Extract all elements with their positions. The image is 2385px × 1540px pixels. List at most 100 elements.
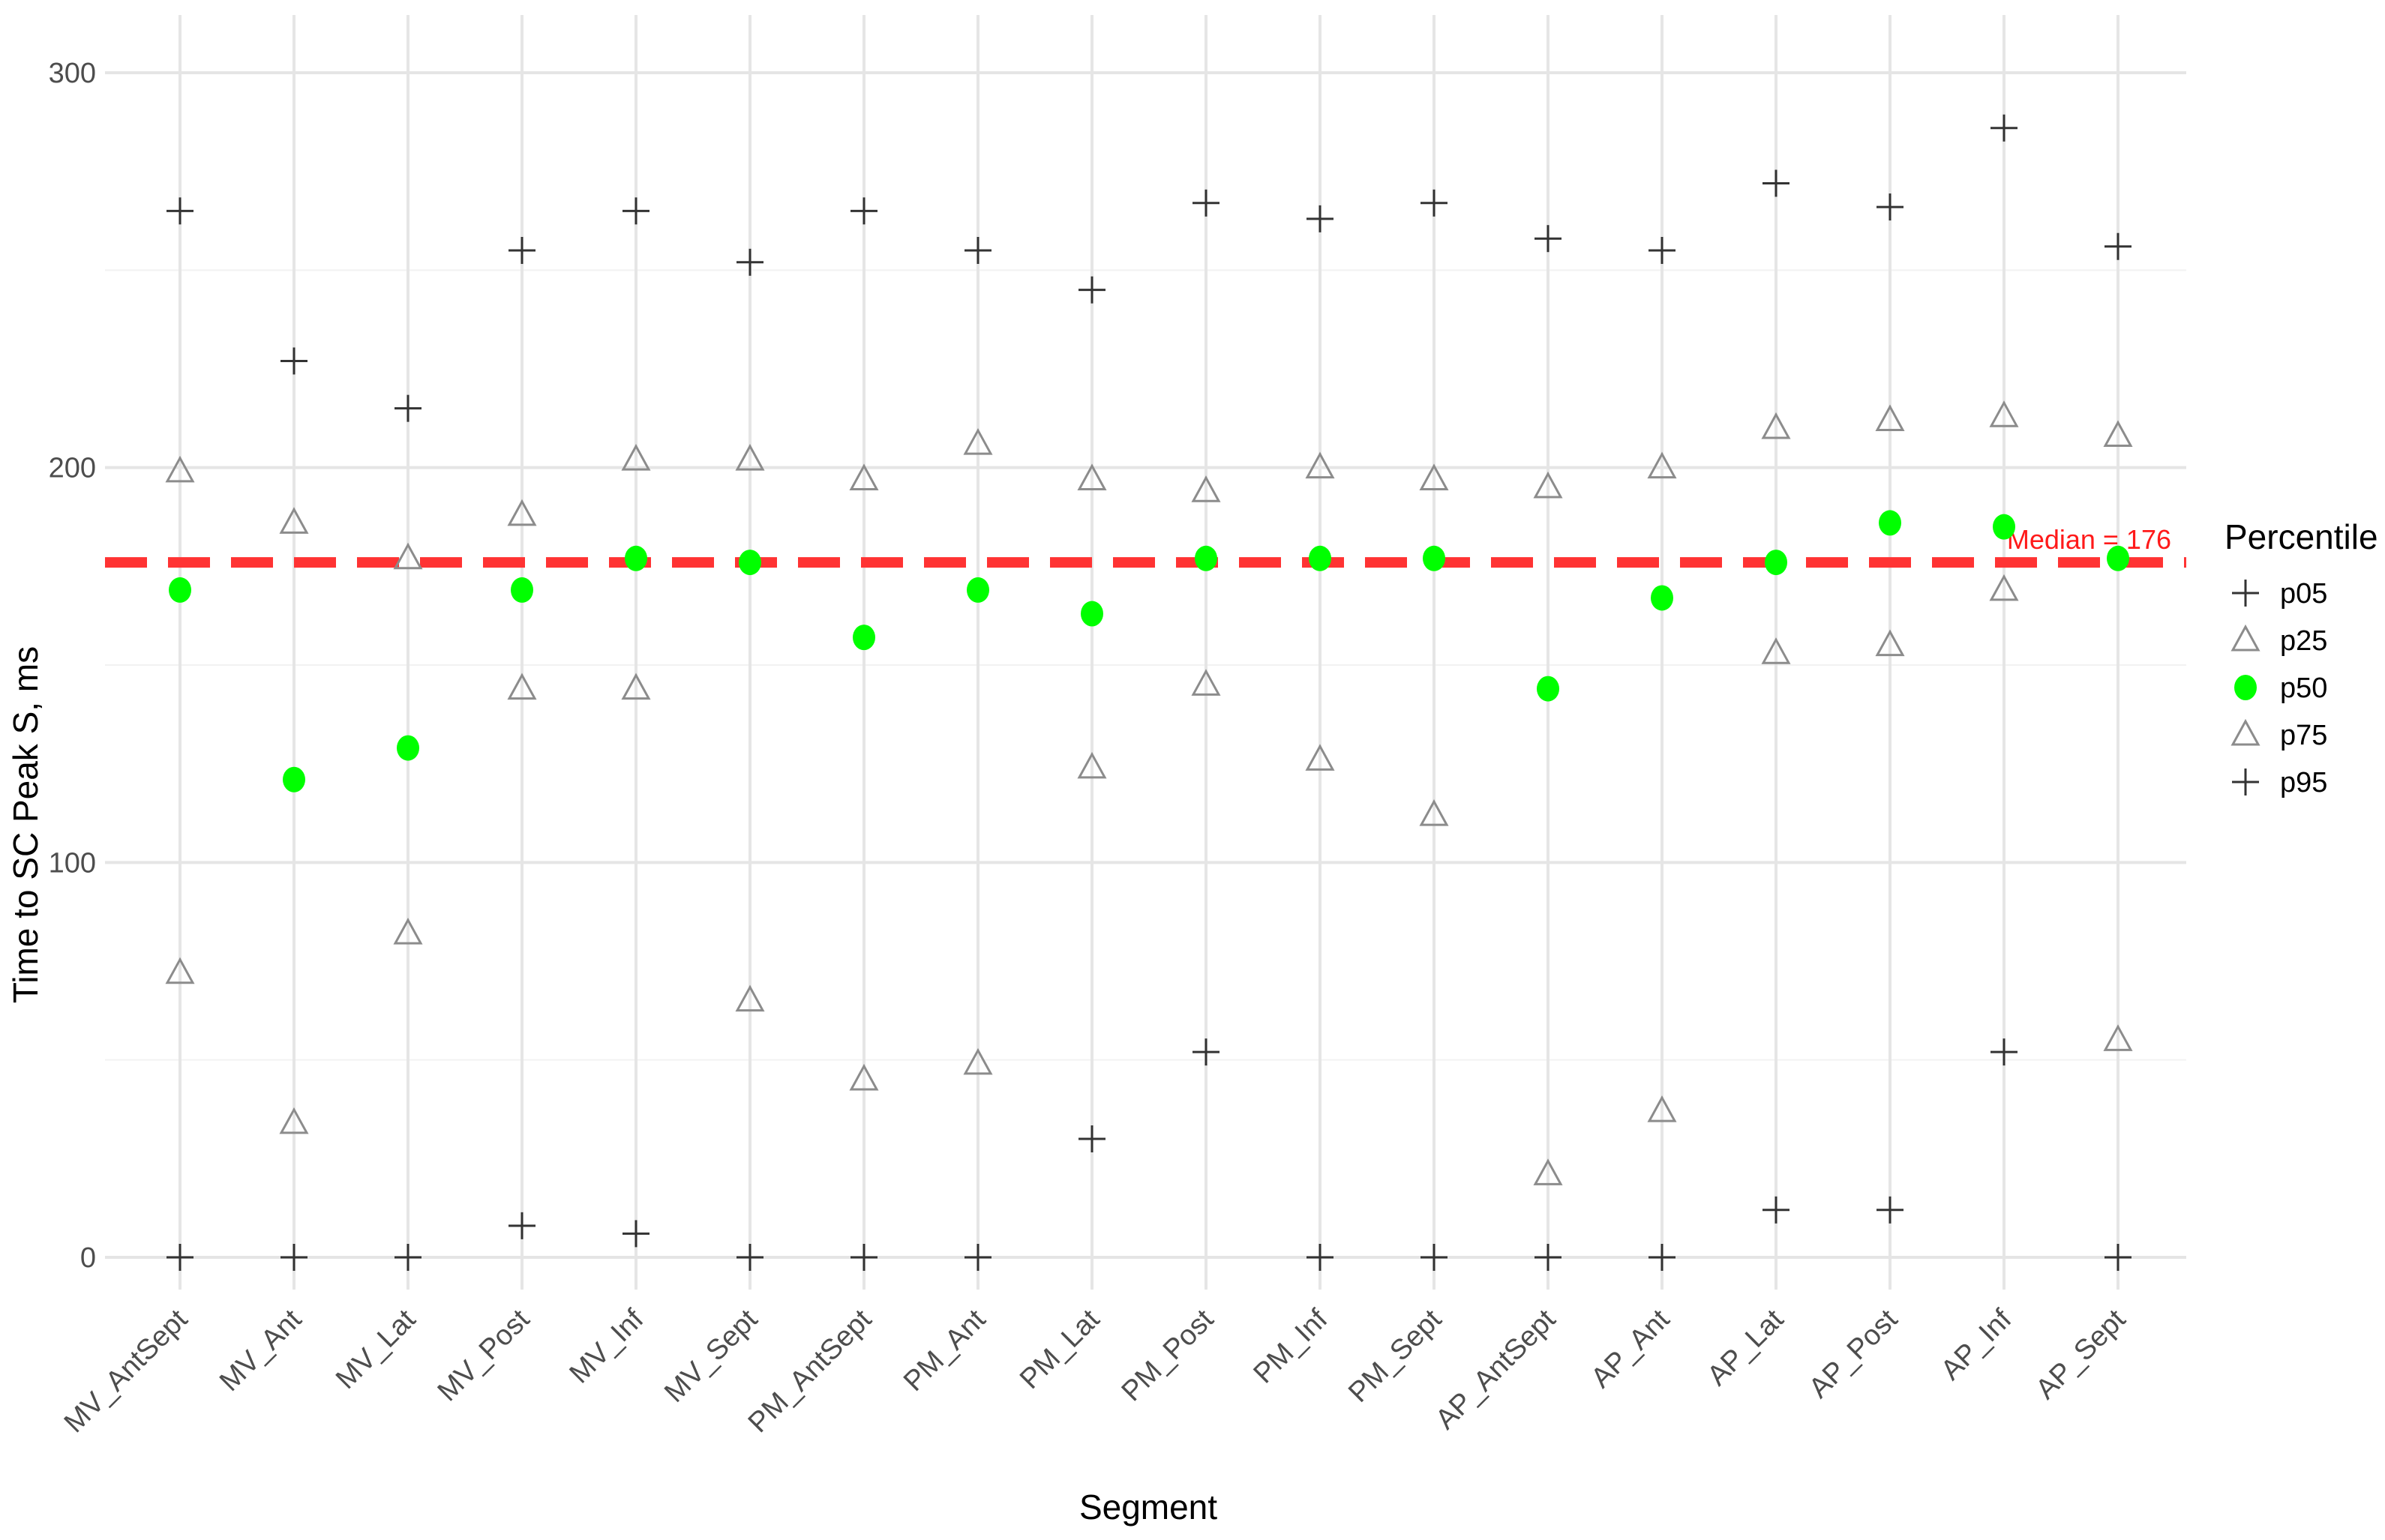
x-tick-label: PM_Post — [1116, 1303, 1220, 1407]
point-p75 — [1647, 451, 1677, 479]
point-p50 — [1879, 510, 1901, 536]
point-p05 — [280, 1244, 308, 1271]
point-p50 — [1765, 550, 1787, 576]
point-p75 — [1761, 412, 1791, 439]
point-p95 — [508, 237, 536, 264]
point-p05 — [2104, 1244, 2132, 1271]
x-tick-label: AP_Post — [1803, 1303, 1904, 1404]
legend-label-p50: p50 — [2280, 673, 2327, 704]
x-tick-label: AP_Sept — [2030, 1303, 2132, 1405]
x-axis-title: Segment — [1079, 1488, 1217, 1527]
point-p05 — [1420, 1244, 1448, 1271]
point-p50 — [169, 577, 191, 603]
point-p05 — [508, 1212, 536, 1239]
point-p75 — [621, 444, 651, 471]
point-p05 — [1762, 1196, 1790, 1224]
point-p95 — [394, 394, 422, 422]
point-p50 — [1423, 545, 1445, 571]
point-p95 — [1192, 189, 1220, 217]
data-points — [165, 114, 2133, 1271]
point-p95 — [850, 197, 878, 225]
point-p75 — [2103, 420, 2133, 448]
point-p95 — [1534, 225, 1562, 253]
point-p75 — [1533, 471, 1563, 499]
median-reference: Median = 176 — [105, 524, 2186, 568]
legend-key-p25 — [2230, 624, 2260, 652]
point-p95 — [622, 197, 650, 225]
point-p50 — [1537, 676, 1559, 702]
point-p05 — [1306, 1244, 1334, 1271]
point-p25 — [279, 1107, 309, 1134]
series-p05 — [166, 1038, 2132, 1271]
point-p75 — [963, 427, 993, 455]
x-tick-label: MV_AntSept — [58, 1303, 194, 1439]
x-tick-label: PM_Inf — [1248, 1303, 1334, 1389]
point-p75 — [165, 455, 195, 483]
point-p95 — [166, 197, 194, 225]
point-p95 — [280, 347, 308, 375]
point-p25 — [165, 957, 195, 984]
point-p05 — [1078, 1125, 1106, 1152]
point-p50 — [1651, 585, 1673, 611]
point-p95 — [964, 237, 992, 264]
point-p25 — [621, 673, 651, 700]
point-p05 — [1990, 1038, 2018, 1066]
y-tick-label: 100 — [49, 847, 96, 879]
point-p50 — [1309, 545, 1331, 571]
point-p50 — [283, 766, 305, 792]
point-p95 — [1420, 189, 1448, 217]
point-p75 — [1077, 463, 1107, 490]
point-p25 — [1533, 1158, 1563, 1185]
point-p25 — [1761, 637, 1791, 664]
point-p50 — [511, 577, 533, 603]
point-p75 — [507, 499, 537, 526]
x-tick-label: MV_Sept — [658, 1303, 764, 1409]
point-p50 — [397, 735, 419, 761]
point-p50 — [1081, 601, 1103, 627]
x-tick-label: PM_Ant — [898, 1303, 992, 1398]
grid-lines — [105, 15, 2186, 1290]
y-tick-label: 300 — [49, 58, 96, 89]
x-tick-label: AP_Inf — [1935, 1303, 2018, 1386]
legend-key-p95 — [2232, 769, 2259, 795]
y-tick-label: 200 — [49, 453, 96, 484]
point-p75 — [393, 542, 423, 570]
point-p05 — [1876, 1196, 1904, 1224]
legend-label-p05: p05 — [2280, 578, 2327, 610]
median-label: Median = 176 — [2007, 524, 2171, 555]
point-p95 — [736, 248, 764, 276]
series-p50 — [169, 510, 2129, 792]
point-p25 — [963, 1047, 993, 1075]
point-p75 — [1419, 463, 1449, 490]
point-p75 — [279, 507, 309, 534]
y-axis-ticks: 0 100 200 300 — [49, 58, 96, 1274]
x-tick-label: MV_Lat — [330, 1303, 422, 1395]
point-p50 — [625, 545, 647, 571]
point-p75 — [1305, 451, 1335, 479]
x-axis-ticks: MV_AntSept MV_Ant MV_Lat MV_Post MV_Inf MV_Se… — [58, 1303, 2132, 1439]
point-p25 — [1989, 574, 2019, 601]
legend-key-p05 — [2232, 580, 2259, 607]
x-tick-label: AP_AntSept — [1430, 1303, 1562, 1435]
x-tick-label: PM_Lat — [1014, 1303, 1106, 1395]
legend-label-p75: p75 — [2280, 720, 2327, 751]
point-p75 — [1875, 404, 1905, 431]
point-p25 — [2103, 1024, 2133, 1051]
point-p25 — [1077, 751, 1107, 779]
point-p25 — [1647, 1095, 1677, 1122]
point-p75 — [1989, 400, 2019, 427]
point-p50 — [853, 625, 875, 651]
point-p05 — [850, 1244, 878, 1271]
point-p25 — [393, 918, 423, 945]
point-p75 — [849, 463, 879, 490]
x-tick-label: PM_AntSept — [742, 1303, 878, 1439]
point-p75 — [735, 444, 765, 471]
y-tick-label: 0 — [80, 1242, 96, 1274]
point-p05 — [166, 1244, 194, 1271]
point-p25 — [507, 673, 537, 700]
point-p25 — [1191, 669, 1221, 696]
point-p95 — [1306, 205, 1334, 232]
x-tick-label: PM_Sept — [1342, 1303, 1448, 1409]
point-p05 — [1648, 1244, 1676, 1271]
